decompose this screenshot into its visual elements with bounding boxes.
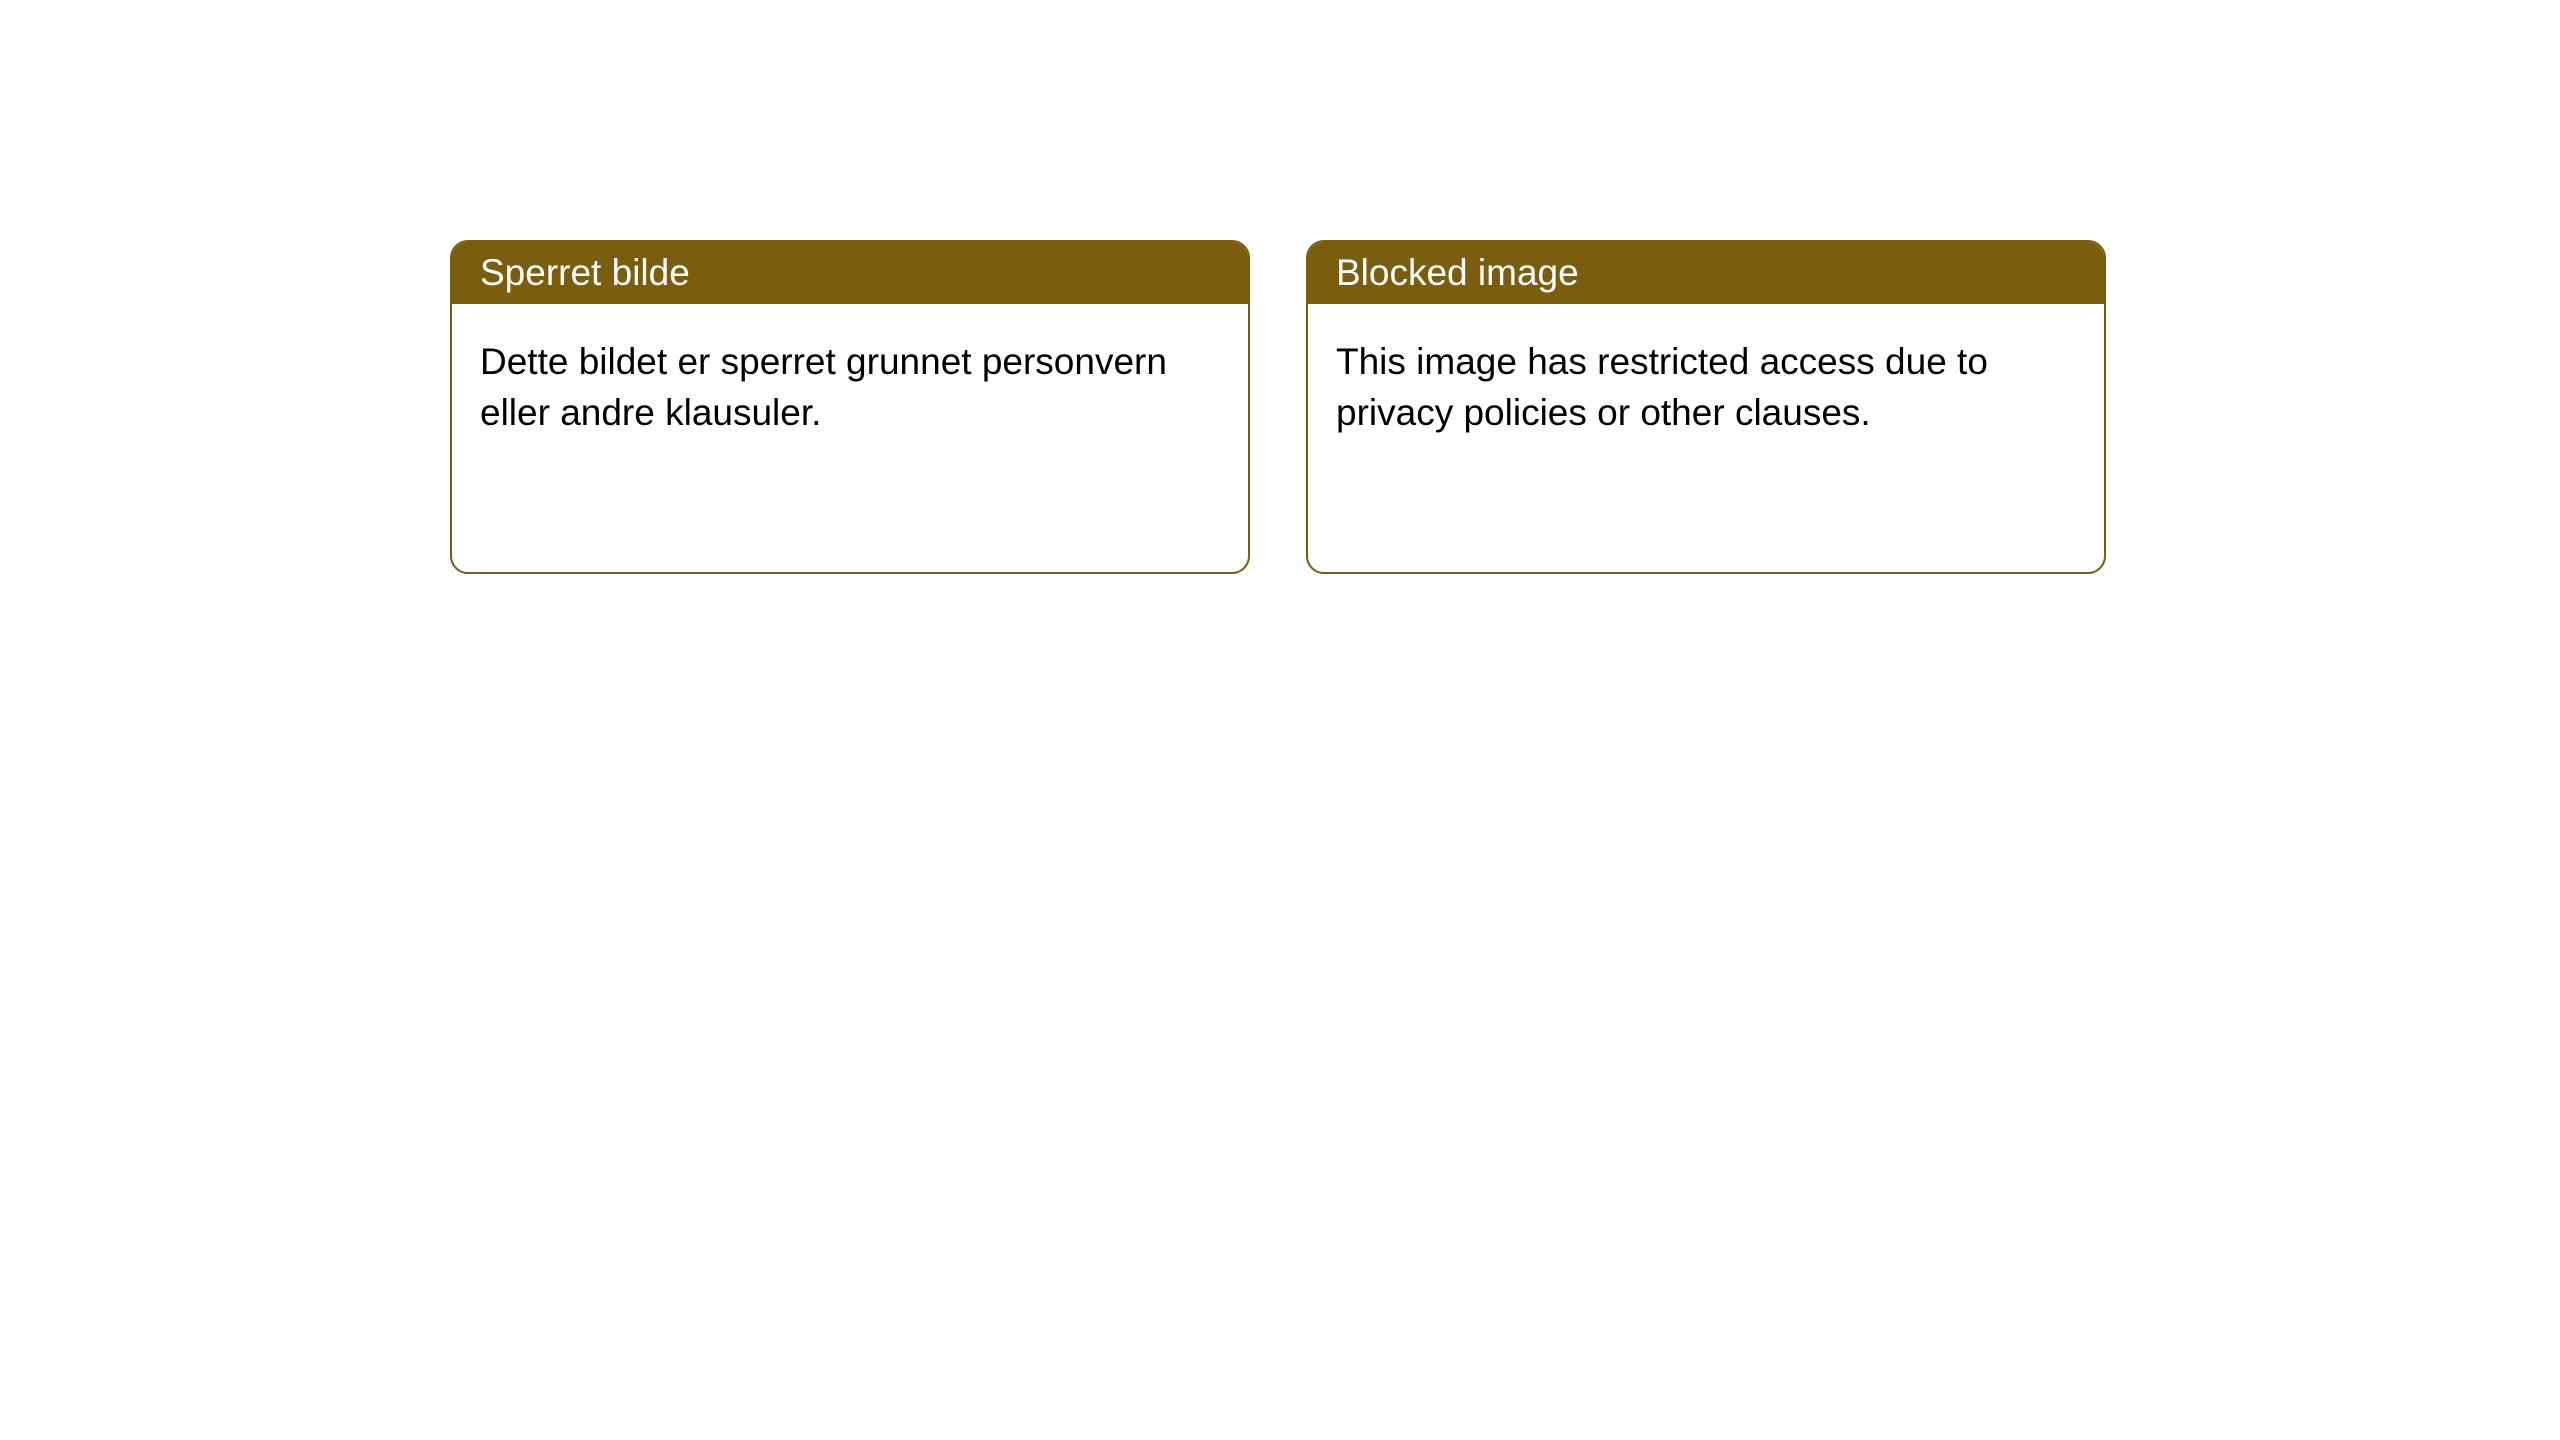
card-body-text: This image has restricted access due to …	[1336, 341, 1988, 433]
card-body-text: Dette bildet er sperret grunnet personve…	[480, 341, 1167, 433]
card-body: This image has restricted access due to …	[1308, 304, 2104, 470]
card-title: Sperret bilde	[480, 252, 690, 293]
card-header: Blocked image	[1308, 242, 2104, 304]
card-body: Dette bildet er sperret grunnet personve…	[452, 304, 1248, 470]
notice-card-norwegian: Sperret bilde Dette bildet er sperret gr…	[450, 240, 1250, 574]
card-header: Sperret bilde	[452, 242, 1248, 304]
notice-cards-container: Sperret bilde Dette bildet er sperret gr…	[450, 240, 2110, 574]
card-title: Blocked image	[1336, 252, 1579, 293]
notice-card-english: Blocked image This image has restricted …	[1306, 240, 2106, 574]
